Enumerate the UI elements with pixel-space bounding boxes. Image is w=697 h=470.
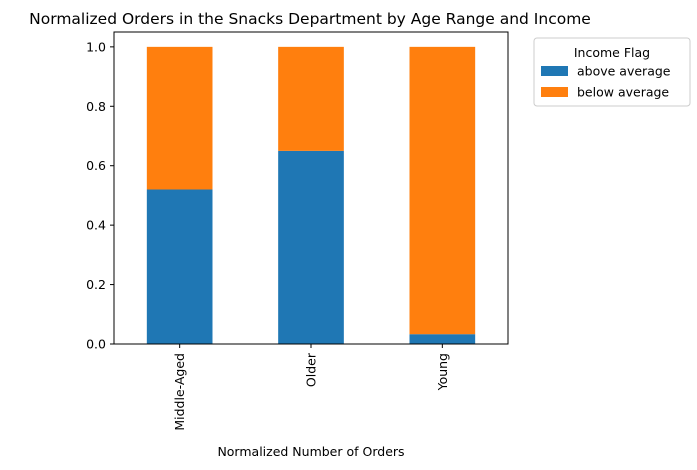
- y-tick-label: 0.8: [86, 99, 106, 114]
- y-tick-label: 0.4: [86, 218, 106, 233]
- chart-title: Normalized Orders in the Snacks Departme…: [29, 10, 591, 28]
- legend-label: above average: [577, 64, 671, 79]
- bar-older-below-average: [278, 46, 344, 151]
- y-tick-label: 0.2: [86, 277, 106, 292]
- bar-older-above-average: [278, 150, 344, 344]
- legend-label: below average: [577, 85, 669, 100]
- bar-middle-aged-below-average: [146, 46, 213, 190]
- x-tick-label: Older: [304, 352, 319, 387]
- x-axis-label: Normalized Number of Orders: [217, 444, 404, 459]
- legend-frame: [533, 37, 691, 107]
- bars-layer: [146, 46, 476, 344]
- bar-young-below-average: [409, 46, 476, 335]
- legend-swatch-below-average: [541, 87, 568, 97]
- bar-young-above-average: [409, 334, 476, 344]
- y-tick-label: 0.0: [86, 337, 106, 352]
- legend-title: Income Flag: [574, 45, 650, 60]
- axes-layer: 0.0 0.2 0.4 0.6 0.8 1.0 Middle-Aged Older Young: [86, 31, 509, 431]
- legend: Income Flag above average below average: [533, 37, 691, 107]
- legend-swatch-above-average: [541, 66, 568, 76]
- x-tick-label: Middle-Aged: [172, 353, 187, 431]
- y-tick-label: 0.6: [86, 158, 106, 173]
- x-tick-label: Young: [435, 353, 450, 391]
- y-tick-label: 1.0: [86, 39, 106, 54]
- bar-middle-aged-above-average: [146, 189, 213, 344]
